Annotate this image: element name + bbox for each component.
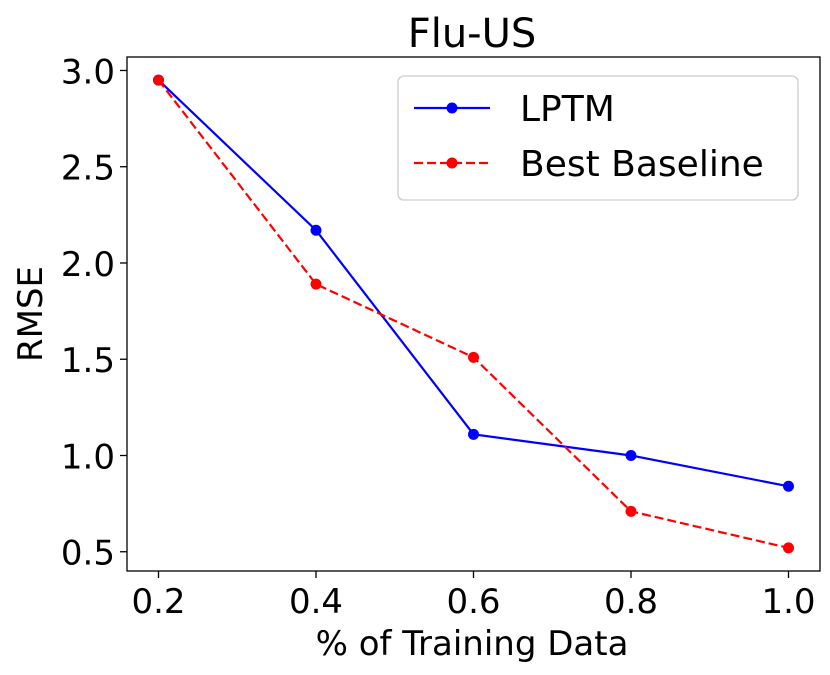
y-tick-label: 2.5 (61, 149, 115, 189)
series-point-lptm (783, 480, 794, 492)
legend-marker-best-baseline (446, 157, 458, 169)
x-tick-label: 0.2 (131, 582, 185, 622)
legend-frame (397, 75, 799, 201)
x-tick-label: 0.6 (446, 582, 500, 622)
legend-label-lptm: LPTM (520, 89, 615, 130)
x-tick-label: 1.0 (761, 582, 815, 622)
series-layer (153, 74, 794, 554)
y-tick-label: 3.0 (61, 52, 115, 92)
series-point-best-baseline (153, 74, 164, 86)
x-tick-label: 0.4 (289, 582, 343, 622)
y-tick-label: 2.0 (61, 245, 115, 285)
series-point-best-baseline (310, 278, 322, 290)
series-point-best-baseline (468, 351, 479, 363)
y-axis-ticks: 0.5 1.0 1.5 2.0 2.5 3.0 (61, 52, 127, 574)
series-point-lptm (310, 224, 322, 236)
chart-title: Flu-US (408, 11, 537, 57)
x-tick-label: 0.8 (604, 582, 658, 622)
y-tick-label: 1.5 (61, 341, 115, 381)
legend-label-best-baseline: Best Baseline (520, 144, 764, 185)
x-axis-ticks: 0.2 0.4 0.6 0.8 1.0 (131, 571, 816, 622)
series-point-lptm (468, 428, 479, 440)
y-axis-label: RMSE (11, 266, 51, 362)
legend: LPTM Best Baseline (397, 75, 799, 201)
plot-area-frame (126, 56, 821, 572)
series-point-best-baseline (625, 505, 637, 517)
x-axis-label: % of Training Data (316, 624, 629, 664)
y-tick-label: 0.5 (61, 534, 115, 574)
series-point-best-baseline (783, 542, 794, 554)
y-tick-label: 1.0 (61, 437, 115, 477)
series-point-lptm (625, 449, 637, 461)
legend-marker-lptm (446, 102, 458, 114)
